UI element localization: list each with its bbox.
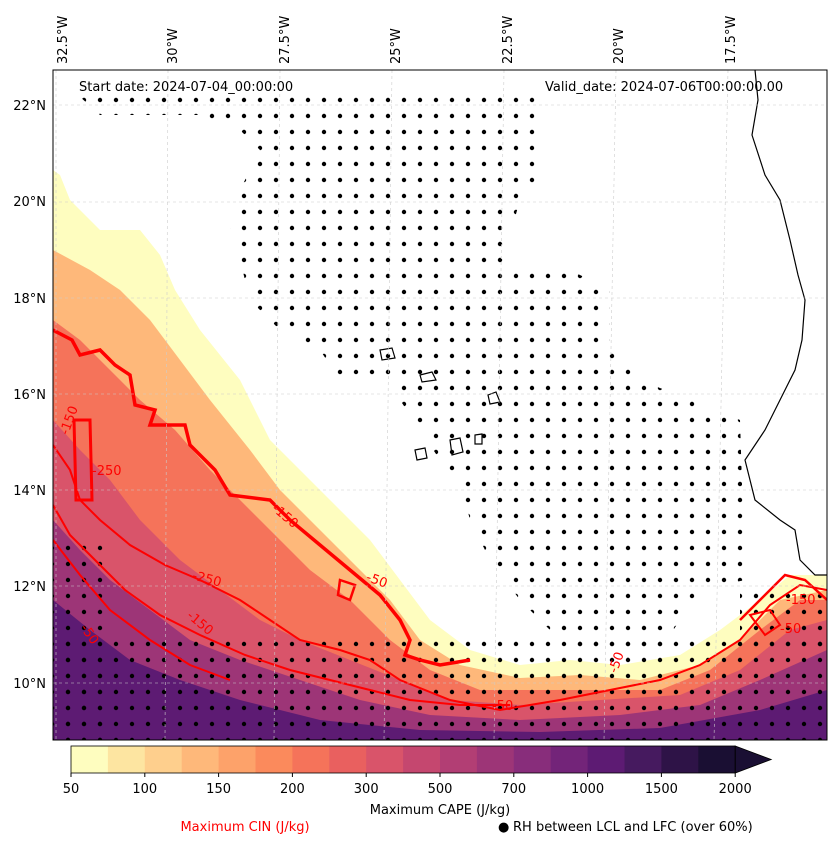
colorbar-tick-label: 100: [132, 782, 157, 797]
cin-label: -50: [780, 622, 801, 637]
lon-labels: 32.5°W 30°W 27.5°W 25°W 22.5°W 20°W 17.5…: [56, 16, 739, 64]
cin-label: -50: [492, 699, 513, 714]
cape-colorbar-ticks: 50 100 150 200 300 500 700 1000 1500 2000: [63, 773, 752, 797]
colorbar-tick-label: 700: [501, 782, 526, 797]
colorbar-cell: [144, 746, 183, 773]
lat-label: 22°N: [13, 99, 46, 114]
colorbar-cell: [218, 746, 256, 773]
colorbar-cell: [624, 746, 662, 773]
colorbar-tick-label: 2000: [719, 782, 752, 797]
map-area: -150 -250 -150 -250 -150 -50 -50 -50 -15…: [53, 70, 827, 740]
lat-label: 18°N: [13, 292, 46, 307]
rh-legend-marker: ●: [498, 820, 509, 835]
colorbar-cell: [476, 746, 515, 773]
colorbar-frame: [70, 745, 736, 774]
lat-label: 10°N: [13, 677, 46, 692]
lat-label: 14°N: [13, 484, 46, 499]
lon-label: 32.5°W: [56, 16, 71, 64]
lon-label: 17.5°W: [724, 16, 739, 64]
cin-label: -50: [364, 570, 389, 591]
colorbar-cell: [587, 746, 625, 773]
cin-label: -250: [191, 569, 223, 591]
colorbar-cell: [661, 746, 699, 773]
colorbar-tick-label: 1000: [571, 782, 604, 797]
colorbar-cell: [513, 746, 552, 773]
cin-legend-label: Maximum CIN (J/kg): [180, 820, 309, 835]
lon-label: 22.5°W: [501, 16, 516, 64]
colorbar-cell: [107, 746, 146, 773]
colorbar-cell: [550, 746, 589, 773]
colorbar-cell: [329, 746, 367, 773]
colorbar-tick-label: 150: [206, 782, 231, 797]
colorbar-cell: [403, 746, 441, 773]
lat-label: 12°N: [13, 580, 46, 595]
map-frame: [52, 69, 828, 741]
colorbar-tick-label: 1500: [645, 782, 678, 797]
colorbar-tick-label: 300: [354, 782, 379, 797]
colorbar-title: Maximum CAPE (J/kg): [370, 803, 510, 818]
lon-label: 27.5°W: [278, 16, 293, 64]
lat-label: 16°N: [13, 388, 46, 403]
colorbar-cell: [181, 746, 220, 773]
graticule: [53, 70, 827, 740]
lon-label: 20°W: [612, 28, 627, 64]
rh-legend-label: RH between LCL and LFC (over 60%): [513, 820, 753, 835]
lon-label: 30°W: [166, 28, 181, 64]
colorbar-cell: [366, 746, 404, 773]
colorbar-tick-label: 200: [280, 782, 305, 797]
lat-label: 20°N: [13, 195, 46, 210]
colorbar-cell: [698, 746, 736, 773]
valid-date: Valid_date: 2024-07-06T00:00:00.00: [545, 80, 783, 95]
colorbar-cell: [440, 746, 478, 773]
start-date: Start date: 2024-07-04_00:00:00: [79, 80, 293, 95]
colorbar-extend-arrow: [734, 745, 773, 774]
cape-colorbar: [70, 745, 773, 774]
cin-contours: [53, 328, 827, 712]
coastlines: [379, 70, 827, 576]
colorbar-cell: [255, 746, 293, 773]
cin-label: -50: [606, 650, 627, 675]
colorbar-cell: [292, 746, 330, 773]
lat-labels: 22°N 20°N 18°N 16°N 14°N 12°N 10°N: [13, 99, 46, 692]
lon-label: 25°W: [389, 28, 404, 64]
colorbar-tick-label: 500: [428, 782, 453, 797]
cin-label: -250: [92, 464, 122, 479]
cin-label: -150: [786, 593, 816, 608]
colorbar-tick-label: 50: [63, 782, 80, 797]
colorbar-cell: [71, 746, 109, 773]
